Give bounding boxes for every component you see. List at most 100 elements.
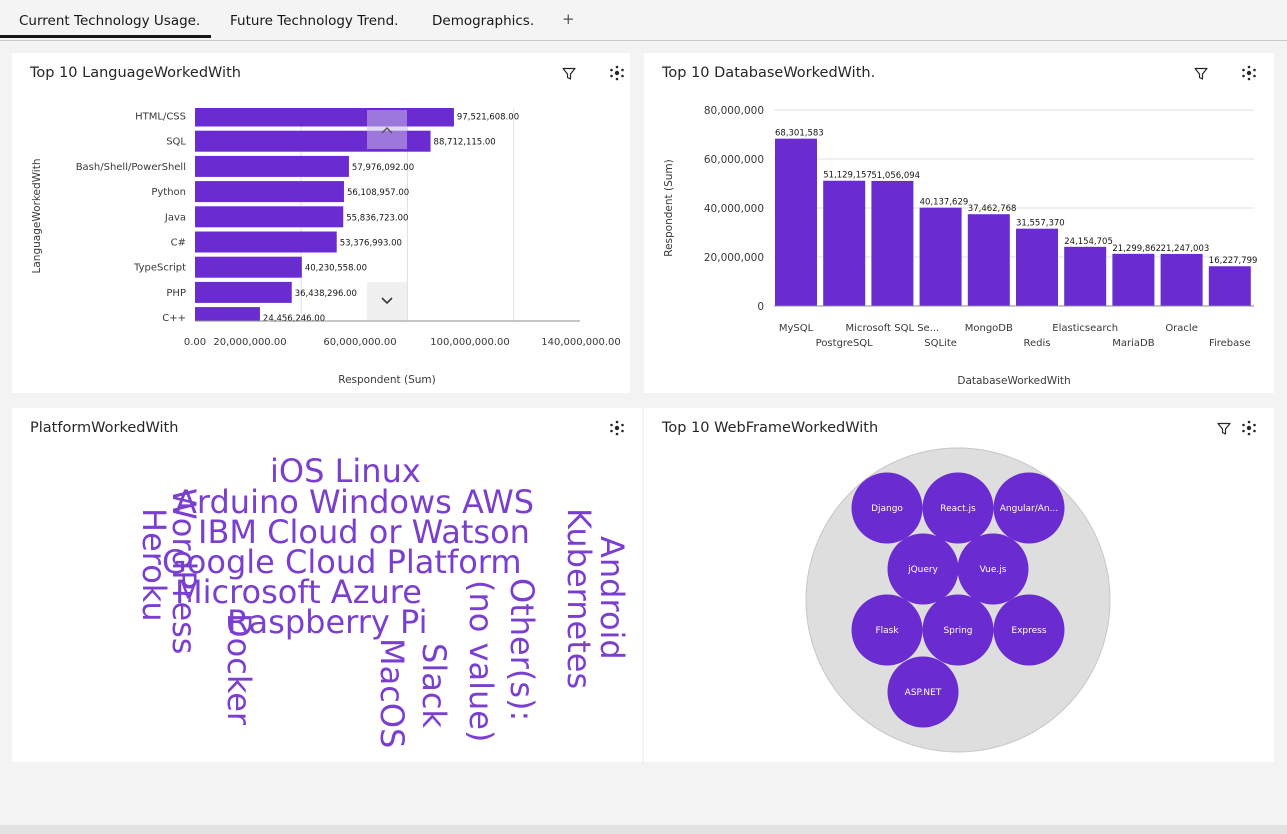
settings-icon[interactable]	[609, 65, 625, 81]
value-label: 24,456,246.00	[263, 314, 325, 324]
bubble-label: React.js	[940, 504, 976, 514]
category-label: Elasticsearch	[1052, 323, 1118, 334]
filter-icon[interactable]	[561, 66, 577, 82]
panel-title-webframe: Top 10 WebFrameWorkedWith	[662, 420, 879, 436]
bar	[967, 214, 1010, 306]
bar	[195, 256, 302, 278]
bar	[919, 207, 962, 306]
y-tick-label: 0	[757, 301, 764, 313]
category-label: Oracle	[1165, 323, 1198, 334]
bar	[871, 180, 914, 306]
bubble[interactable]	[922, 594, 994, 666]
filter-icon[interactable]	[1193, 66, 1209, 82]
category-label: Firebase	[1209, 338, 1251, 349]
value-label: 51,056,094	[871, 171, 920, 181]
bubble-label: Flask	[875, 626, 899, 636]
y-axis-label: Respondent (Sum)	[663, 159, 675, 256]
tab-demographics[interactable]: Demographics.	[432, 13, 535, 29]
x-axis-label: DatabaseWorkedWith	[957, 375, 1070, 387]
tab-bar: Current Technology Usage. Future Technol…	[0, 0, 1287, 41]
chevron-up-icon	[381, 127, 393, 134]
filter-icon[interactable]	[1216, 421, 1232, 437]
add-tab-button[interactable]: +	[562, 10, 575, 28]
bubble[interactable]	[887, 656, 959, 728]
bubble[interactable]	[887, 533, 959, 605]
value-label: 51,129,157	[823, 171, 872, 181]
bottom-scroll-strip[interactable]	[0, 825, 1287, 834]
wordcloud-word: (no value)	[462, 580, 500, 743]
category-label: C#	[171, 238, 186, 249]
scroll-up-button[interactable]	[367, 110, 407, 149]
bar	[195, 307, 260, 321]
settings-icon[interactable]	[1241, 420, 1257, 436]
category-label: SQLite	[924, 338, 957, 349]
x-axis-label: Respondent (Sum)	[338, 374, 435, 386]
bubble-label: Express	[1011, 626, 1046, 636]
y-tick-label: 20,000,000	[704, 252, 764, 264]
category-label: Python	[151, 187, 186, 198]
x-tick-label: 0.00	[184, 337, 206, 348]
category-label: Redis	[1024, 338, 1051, 349]
wordcloud-word: Kubernetes	[560, 508, 598, 690]
bubble[interactable]	[993, 594, 1065, 666]
bar	[1208, 266, 1251, 306]
value-label: 16,227,799	[1209, 256, 1258, 266]
category-label: Microsoft SQL Se...	[846, 323, 940, 334]
settings-icon[interactable]	[1241, 65, 1257, 81]
category-label: SQL	[166, 137, 186, 148]
bubble[interactable]	[851, 594, 923, 666]
database-bar-chart: 0 20,000,000 40,000,000 60,000,000 80,000,00…	[663, 105, 1258, 387]
bar	[1016, 228, 1058, 306]
bar	[1160, 253, 1203, 306]
scroll-down-button[interactable]	[367, 282, 407, 320]
panel-title-language: Top 10 LanguageWorkedWith	[30, 65, 241, 81]
value-label: 68,301,583	[775, 129, 824, 139]
tab-current-technology-usage[interactable]: Current Technology Usage.	[0, 0, 211, 38]
wordcloud-word: Arduino Windows AWS	[175, 483, 535, 521]
bubble[interactable]	[957, 533, 1029, 605]
category-label: MongoDB	[965, 323, 1013, 334]
y-tick-label: 40,000,000	[704, 203, 764, 215]
category-label: MariaDB	[1112, 338, 1154, 349]
bubble[interactable]	[922, 472, 994, 544]
value-label: 55,836,723.00	[346, 213, 408, 223]
bar	[195, 108, 454, 127]
value-label: 21,247,003	[1161, 244, 1210, 254]
bar	[195, 206, 344, 228]
bar	[195, 181, 344, 203]
y-tick-label: 60,000,000	[704, 154, 764, 166]
bar	[195, 281, 292, 303]
panel-webframe: Top 10 WebFrameWorkedWith Django React.js…	[644, 408, 1274, 762]
x-tick-label: 140,000,000.00	[541, 337, 621, 348]
wordcloud-word: Slack	[415, 643, 453, 728]
bubble[interactable]	[851, 472, 923, 544]
chevron-down-icon	[381, 297, 393, 305]
wordcloud-word: Docker	[220, 613, 258, 726]
panel-language: Top 10 LanguageWorkedWith HTML/CSS 97,521…	[12, 53, 630, 393]
y-axis-label: LanguageWorkedWith	[31, 159, 43, 274]
bubble-label: Spring	[943, 626, 972, 636]
value-label: 36,438,296.00	[295, 289, 357, 299]
bar	[1064, 246, 1107, 306]
y-tick-label: 80,000,000	[704, 105, 764, 117]
bubble[interactable]	[993, 472, 1065, 544]
wordcloud-word: Other(s):	[503, 578, 541, 722]
tab-future-technology-trend[interactable]: Future Technology Trend.	[230, 13, 399, 29]
value-label: 97,521,608.00	[457, 113, 519, 123]
settings-icon[interactable]	[609, 420, 625, 436]
x-tick-label: 100,000,000.00	[430, 337, 510, 348]
panel-title-platform: PlatformWorkedWith	[30, 420, 179, 436]
bar	[775, 138, 817, 306]
bubble-label: Django	[871, 504, 903, 514]
wordcloud-word: Heroku	[135, 508, 173, 622]
value-label: 31,557,370	[1016, 219, 1065, 229]
value-label: 40,230,558.00	[305, 264, 367, 274]
wordcloud-word: Android	[593, 536, 631, 660]
value-label: 21,299,862	[1112, 244, 1161, 254]
category-label: C++	[162, 313, 186, 324]
wordcloud-word: IBM Cloud or Watson	[198, 513, 530, 551]
wordcloud-word: Google Cloud Platform	[162, 543, 522, 581]
value-label: 53,376,993.00	[340, 239, 402, 249]
value-label: 56,108,957.00	[347, 188, 409, 198]
category-label: Bash/Shell/PowerShell	[76, 162, 186, 173]
